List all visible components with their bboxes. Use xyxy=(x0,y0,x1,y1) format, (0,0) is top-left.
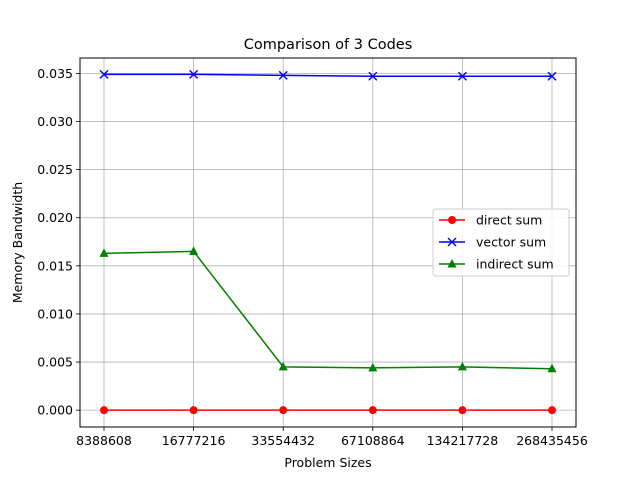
ticks: 8388608 16777216 33554432 67108864 134217728… xyxy=(37,66,588,448)
data-point-vector-sum xyxy=(278,70,288,80)
data-point-direct-sum xyxy=(100,406,108,415)
data-point-direct-sum xyxy=(189,406,198,415)
y-tick-label: 0.025 xyxy=(37,162,73,177)
x-marker-stroke xyxy=(99,69,109,79)
chart-title: Comparison of 3 Codes xyxy=(244,37,413,53)
axes-frame xyxy=(79,57,577,428)
legend-label: vector sum xyxy=(476,235,546,250)
data-point-indirect-sum xyxy=(99,248,109,257)
x-marker-stroke xyxy=(278,70,288,80)
legend-marker xyxy=(448,216,456,224)
x-marker-stroke xyxy=(457,71,467,81)
y-tick-label: 0.005 xyxy=(37,355,73,370)
legend-item-indirect-sum: indirect sum xyxy=(439,257,554,272)
x-tick-label: 134217728 xyxy=(427,433,499,448)
x-tick-label: 268435456 xyxy=(516,433,588,448)
y-tick-label: 0.000 xyxy=(37,403,73,418)
y-tick-label: 0.030 xyxy=(37,114,73,129)
data-point-direct-sum xyxy=(279,406,288,415)
data-point-vector-sum xyxy=(547,71,557,81)
data-point-indirect-sum xyxy=(368,362,378,372)
series-indirect-sum xyxy=(99,246,557,373)
series-vector-sum xyxy=(99,69,557,81)
legend-item-vector-sum: vector sum xyxy=(439,235,546,250)
legend-marker xyxy=(447,237,457,247)
y-tick-label: 0.015 xyxy=(37,258,73,273)
data-point-vector-sum xyxy=(99,69,109,79)
x-marker-stroke xyxy=(189,69,199,79)
data-point-vector-sum xyxy=(368,71,378,81)
data-point-indirect-sum xyxy=(547,363,557,373)
legend-label: direct sum xyxy=(476,213,542,228)
y-axis-label: Memory Bandwidth xyxy=(10,182,25,303)
data-point-indirect-sum xyxy=(278,361,288,371)
data-point-indirect-sum xyxy=(457,361,467,371)
series-line-indirect-sum xyxy=(103,250,553,370)
x-tick-label: 16777216 xyxy=(162,433,226,448)
legend-item-direct-sum: direct sum xyxy=(439,213,542,228)
x-tick-label: 8388608 xyxy=(76,433,132,448)
y-tick-label: 0.020 xyxy=(37,210,73,225)
data-point-direct-sum xyxy=(368,406,377,415)
x-axis-label: Problem Sizes xyxy=(284,455,371,470)
series-layer xyxy=(99,69,557,415)
data-point-vector-sum xyxy=(457,71,467,81)
data-point-direct-sum xyxy=(458,406,467,415)
legend-box xyxy=(432,208,570,277)
series-direct-sum xyxy=(100,406,556,415)
legend-marker xyxy=(447,259,457,268)
legend: direct sum vector sum indirect sum xyxy=(432,208,570,277)
legend-label: indirect sum xyxy=(476,257,554,272)
x-marker-stroke xyxy=(447,237,457,247)
series-line-vector-sum xyxy=(104,73,552,78)
data-point-direct-sum xyxy=(548,406,556,415)
y-tick-label: 0.035 xyxy=(37,66,73,81)
x-marker-stroke xyxy=(547,71,557,81)
data-point-vector-sum xyxy=(189,69,199,79)
x-tick-label: 33554432 xyxy=(251,433,315,448)
x-tick-label: 67108864 xyxy=(341,433,405,448)
x-marker-stroke xyxy=(368,71,378,81)
data-point-indirect-sum xyxy=(189,246,199,255)
y-tick-label: 0.010 xyxy=(37,306,73,321)
